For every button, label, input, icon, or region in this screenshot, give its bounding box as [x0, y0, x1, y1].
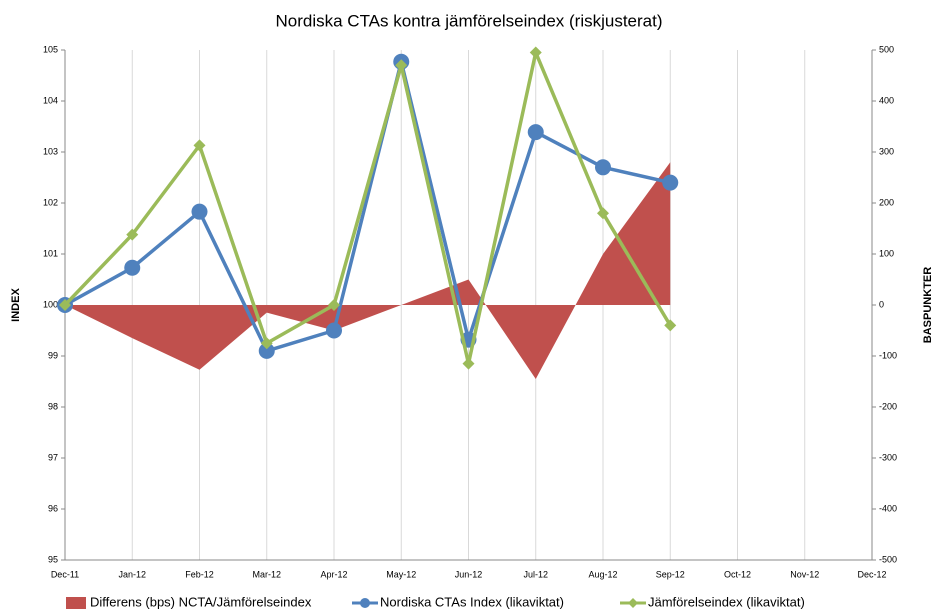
chart-title: Nordiska CTAs kontra jämförelseindex (ri… [275, 11, 662, 30]
legend-swatch [66, 597, 86, 609]
y2-tick-label: 300 [879, 146, 894, 156]
x-tick-label: Nov-12 [790, 569, 819, 579]
y-tick-label: 98 [48, 401, 58, 411]
y2-tick-label: 400 [879, 95, 894, 105]
y2-tick-label: -400 [879, 503, 897, 513]
x-tick-label: May-12 [386, 569, 416, 579]
marker [193, 139, 206, 152]
marker [529, 46, 542, 59]
y-tick-label: 105 [43, 44, 58, 54]
marker [527, 124, 544, 141]
line [63, 50, 672, 366]
marker [124, 259, 141, 276]
y-tick-label: 99 [48, 350, 58, 360]
marker [258, 342, 275, 359]
legend-swatch [360, 598, 370, 608]
y-axis-title: INDEX [10, 288, 22, 322]
x-tick-label: Sep-12 [656, 569, 685, 579]
marker [462, 357, 475, 370]
y-tick-label: 96 [48, 503, 58, 513]
x-tick-label: Oct-12 [724, 569, 751, 579]
marker [260, 337, 273, 350]
legend-label: Jämförelseindex (likaviktat) [648, 594, 805, 609]
marker [395, 59, 408, 72]
marker [662, 174, 679, 191]
line [64, 59, 671, 353]
y2-tick-label: 0 [879, 299, 884, 309]
area [65, 162, 671, 379]
y-tick-label: 100 [43, 299, 58, 309]
x-tick-label: Jan-12 [118, 569, 146, 579]
x-tick-label: Jul-12 [523, 569, 548, 579]
marker [59, 299, 71, 311]
y2-tick-label: 100 [879, 248, 894, 258]
y-tick-label: 102 [43, 197, 58, 207]
y-tick-label: 104 [43, 95, 58, 105]
y-tick-label: 103 [43, 146, 58, 156]
legend-label: Differens (bps) NCTA/Jämförelseindex [90, 594, 312, 609]
marker [126, 228, 139, 241]
marker [597, 207, 609, 220]
y2-tick-label: -100 [879, 350, 897, 360]
marker [664, 319, 677, 332]
y2-axis-title: BASPUNKTER [922, 267, 934, 343]
x-tick-label: Jun-12 [455, 569, 483, 579]
x-tick-label: Apr-12 [320, 569, 347, 579]
x-tick-label: Dec-12 [857, 569, 886, 579]
y2-tick-label: -200 [879, 401, 897, 411]
y-tick-label: 101 [43, 248, 58, 258]
marker [326, 322, 342, 339]
legend-label: Nordiska CTAs Index (likaviktat) [380, 594, 564, 609]
y2-tick-label: 500 [879, 44, 894, 54]
y2-tick-label: -500 [879, 554, 897, 564]
y2-tick-label: 200 [879, 197, 894, 207]
y-tick-label: 95 [48, 554, 58, 564]
x-tick-label: Aug-12 [588, 569, 617, 579]
y-tick-label: 97 [48, 452, 58, 462]
y2-tick-label: -300 [879, 452, 897, 462]
legend-swatch [628, 598, 638, 608]
x-tick-label: Dec-11 [51, 569, 79, 579]
marker [595, 159, 611, 176]
x-tick-label: Feb-12 [185, 569, 214, 579]
marker [191, 203, 208, 220]
x-tick-label: Mar-12 [252, 569, 281, 579]
marker [328, 299, 340, 311]
